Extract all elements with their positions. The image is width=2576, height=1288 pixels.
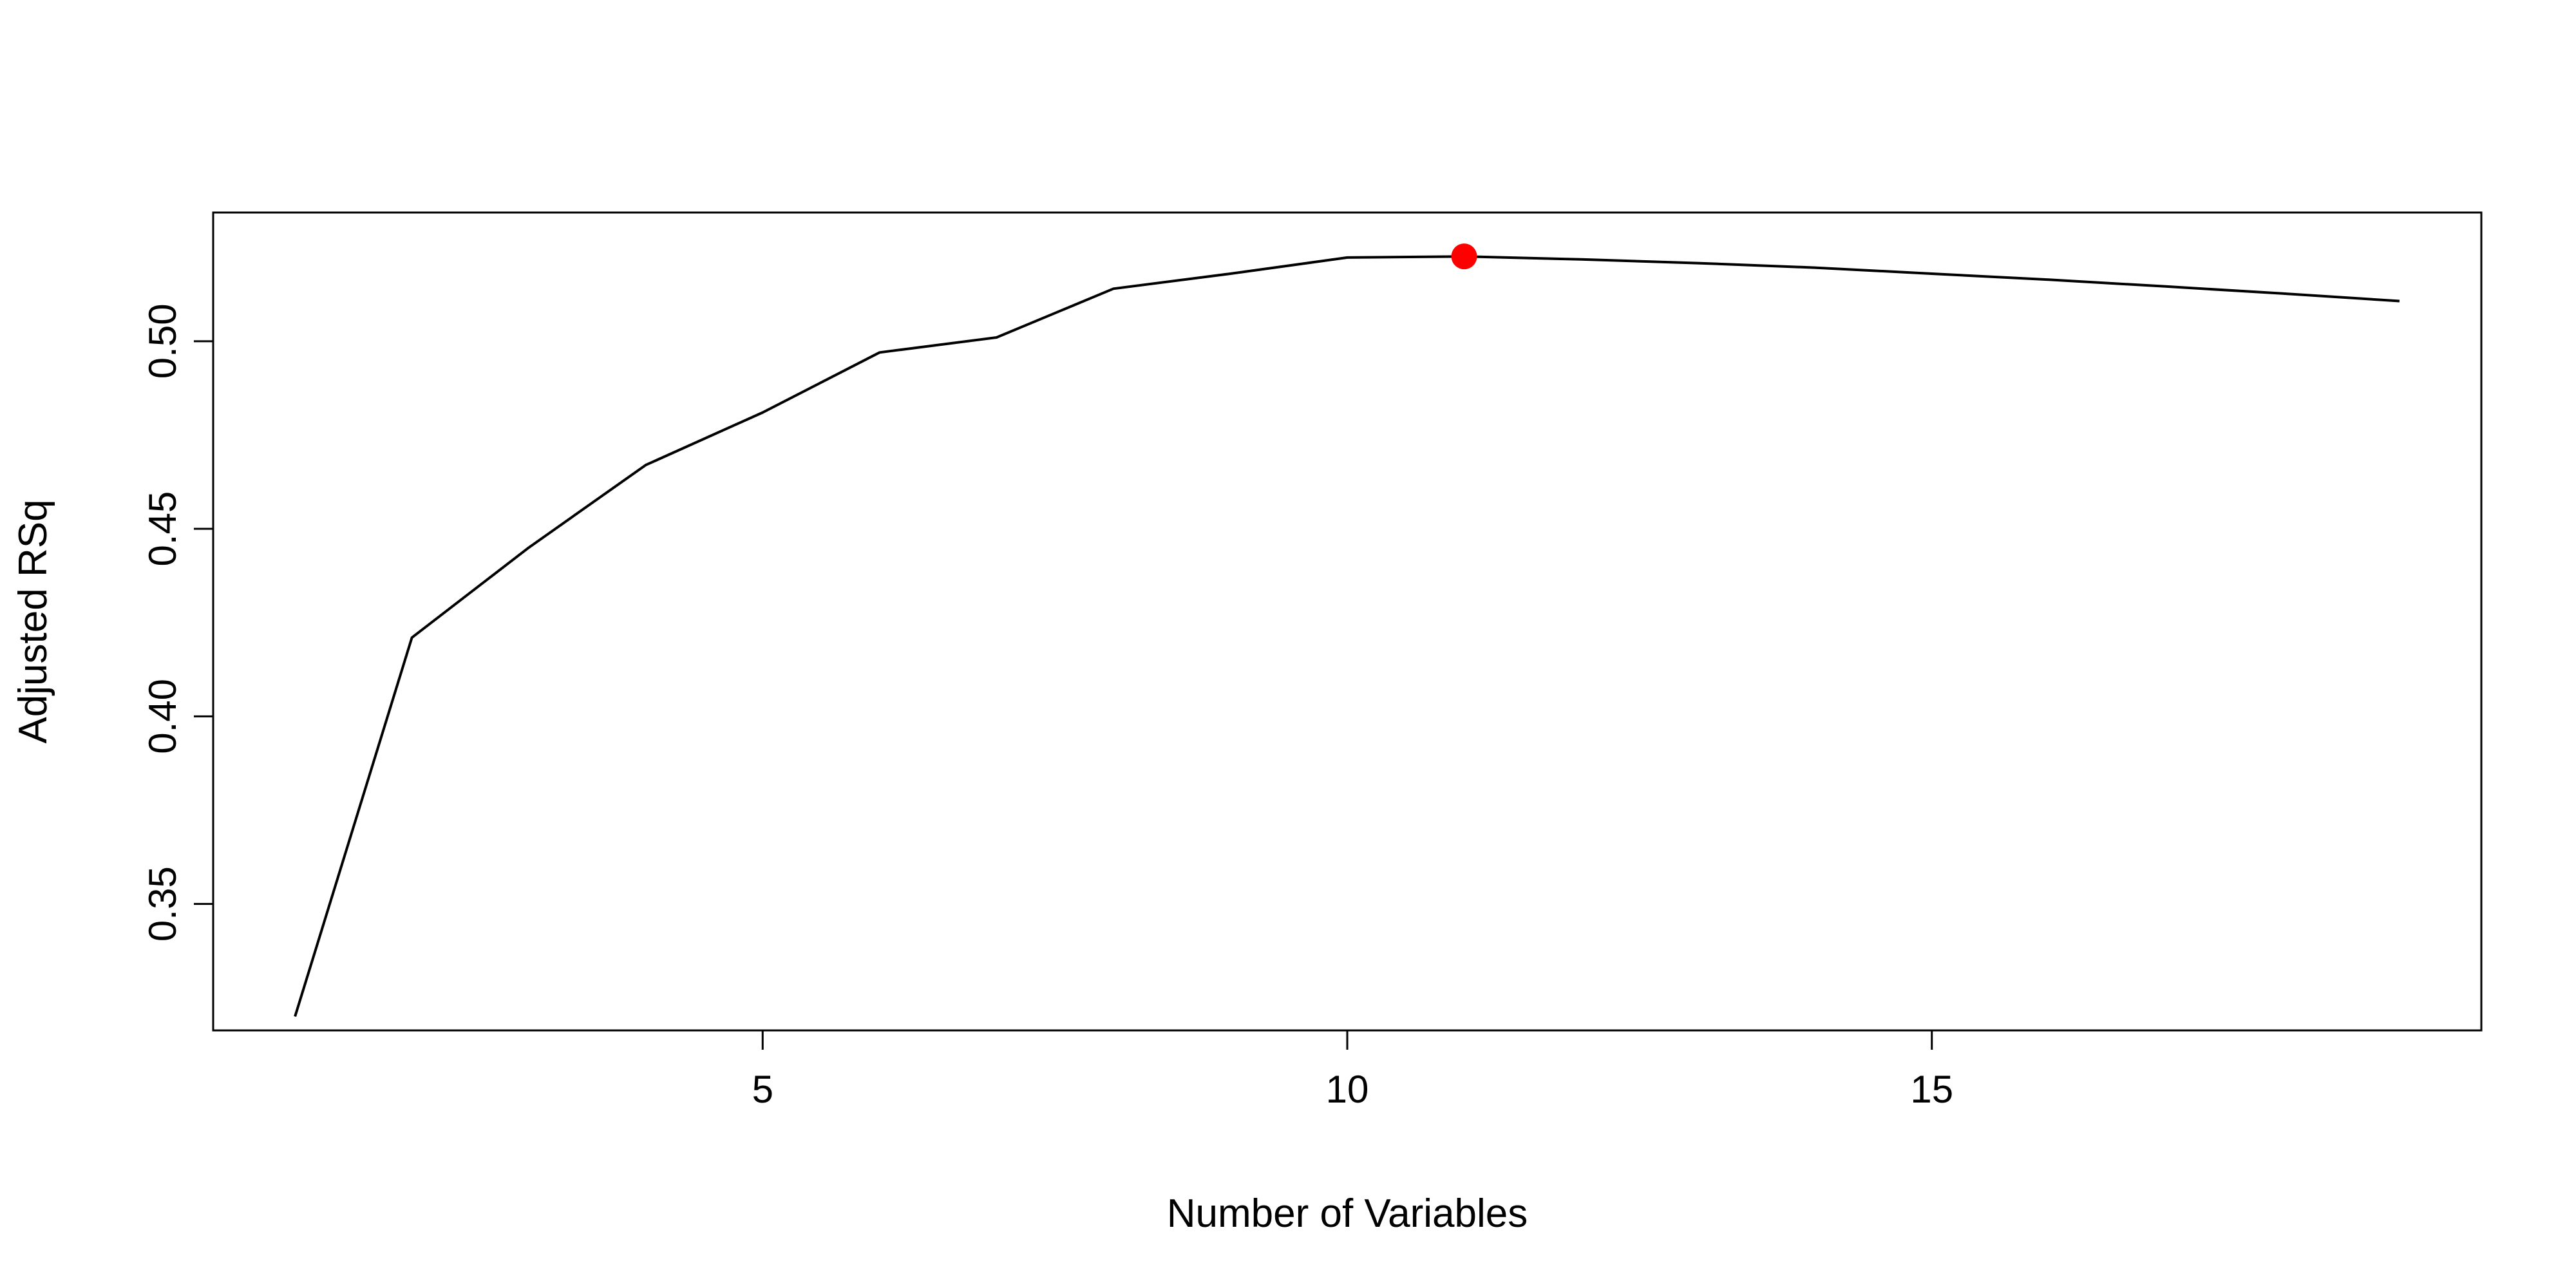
y-axis-ticks: 0.35 0.40 0.45 0.50 [141, 303, 213, 942]
y-tick-label: 0.45 [141, 491, 184, 567]
x-tick-label: 5 [752, 1068, 773, 1111]
y-tick-label: 0.35 [141, 866, 184, 942]
series-line [294, 255, 2400, 1017]
x-axis-ticks: 5 10 15 [752, 1030, 1953, 1111]
x-tick-label: 15 [1910, 1068, 1953, 1111]
x-axis-title: Number of Variables [1167, 1191, 1528, 1236]
y-axis-title: Adjusted RSq [11, 499, 55, 743]
max-point-marker [1451, 243, 1477, 270]
y-tick-label: 0.40 [141, 679, 184, 754]
y-tick-label: 0.50 [141, 303, 184, 379]
x-tick-label: 10 [1326, 1068, 1369, 1111]
plot-frame [212, 211, 2483, 1032]
